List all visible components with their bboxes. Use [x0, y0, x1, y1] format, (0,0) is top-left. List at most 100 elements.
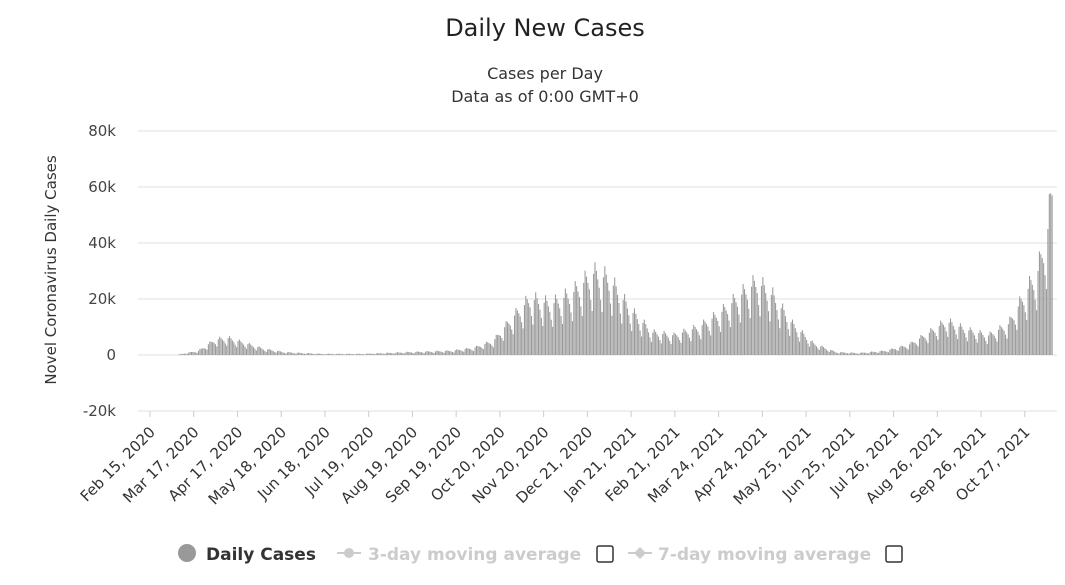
bar[interactable]	[845, 352, 847, 355]
bar[interactable]	[285, 353, 287, 356]
bar[interactable]	[1005, 334, 1007, 355]
bar[interactable]	[708, 330, 710, 355]
bar[interactable]	[300, 353, 303, 355]
bar[interactable]	[1017, 306, 1019, 355]
bar[interactable]	[979, 330, 981, 355]
bar[interactable]	[935, 336, 937, 355]
bar[interactable]	[655, 331, 657, 355]
bar[interactable]	[433, 352, 435, 355]
bar[interactable]	[779, 328, 781, 355]
bar[interactable]	[762, 277, 764, 355]
bar[interactable]	[711, 318, 713, 355]
bar[interactable]	[859, 352, 861, 355]
bar[interactable]	[604, 266, 606, 355]
bar[interactable]	[306, 353, 308, 355]
bar[interactable]	[343, 354, 345, 355]
bar[interactable]	[248, 342, 250, 355]
bar[interactable]	[1045, 289, 1048, 355]
bar[interactable]	[276, 351, 279, 355]
bar[interactable]	[377, 353, 379, 355]
bar[interactable]	[1010, 317, 1012, 355]
bar[interactable]	[1044, 275, 1046, 355]
bar[interactable]	[379, 353, 382, 355]
bar[interactable]	[395, 352, 397, 355]
bar[interactable]	[863, 352, 865, 355]
bar[interactable]	[887, 352, 889, 355]
bar[interactable]	[296, 352, 298, 355]
bar[interactable]	[848, 353, 850, 355]
bar[interactable]	[367, 353, 369, 355]
bar[interactable]	[427, 351, 430, 355]
bar[interactable]	[1026, 320, 1028, 355]
bar[interactable]	[594, 262, 596, 355]
bar[interactable]	[547, 306, 549, 355]
bar[interactable]	[309, 353, 311, 355]
bar[interactable]	[941, 322, 943, 355]
bar[interactable]	[284, 353, 286, 355]
bar[interactable]	[244, 346, 246, 355]
bar[interactable]	[1037, 271, 1039, 355]
bar[interactable]	[429, 351, 431, 355]
bar[interactable]	[752, 275, 754, 355]
bar[interactable]	[461, 351, 463, 355]
bar[interactable]	[957, 339, 959, 355]
bar[interactable]	[224, 343, 226, 355]
bar[interactable]	[223, 341, 225, 355]
bar[interactable]	[471, 350, 473, 355]
bar[interactable]	[241, 343, 243, 355]
bar[interactable]	[278, 350, 280, 355]
bar[interactable]	[354, 354, 356, 355]
bar[interactable]	[952, 325, 954, 355]
bar-series-daily-cases[interactable]	[178, 193, 1053, 356]
bar[interactable]	[926, 340, 928, 356]
bar[interactable]	[260, 347, 262, 355]
bar[interactable]	[226, 345, 228, 355]
bar[interactable]	[930, 328, 932, 355]
bar[interactable]	[308, 353, 310, 355]
bar[interactable]	[791, 319, 794, 355]
bar[interactable]	[231, 340, 233, 355]
bar[interactable]	[838, 353, 840, 355]
bar[interactable]	[832, 350, 834, 355]
bar[interactable]	[253, 347, 255, 355]
bar[interactable]	[701, 325, 703, 355]
bar[interactable]	[212, 342, 214, 355]
bar[interactable]	[933, 331, 935, 355]
bar[interactable]	[545, 295, 547, 355]
bar[interactable]	[339, 353, 341, 355]
bar[interactable]	[552, 326, 554, 355]
bar[interactable]	[824, 348, 826, 355]
bar[interactable]	[954, 329, 956, 356]
bar[interactable]	[602, 277, 604, 355]
bar[interactable]	[385, 353, 387, 355]
bar[interactable]	[236, 347, 238, 355]
bar[interactable]	[878, 353, 880, 355]
bar[interactable]	[420, 352, 422, 355]
bar[interactable]	[609, 303, 612, 355]
bar[interactable]	[928, 332, 930, 355]
bar[interactable]	[197, 350, 200, 355]
bar[interactable]	[205, 348, 207, 355]
bar[interactable]	[418, 351, 420, 355]
bar[interactable]	[645, 324, 647, 355]
bar[interactable]	[526, 299, 528, 355]
bar[interactable]	[529, 307, 531, 355]
bar[interactable]	[927, 343, 929, 355]
bar[interactable]	[739, 322, 741, 355]
bar[interactable]	[745, 294, 747, 355]
bar[interactable]	[698, 335, 700, 355]
bar[interactable]	[281, 351, 283, 355]
bar[interactable]	[478, 346, 480, 355]
bar[interactable]	[532, 324, 534, 355]
bar[interactable]	[480, 346, 482, 355]
bar[interactable]	[721, 311, 723, 355]
bar[interactable]	[261, 348, 263, 355]
bar[interactable]	[1034, 299, 1036, 355]
bar[interactable]	[291, 352, 293, 355]
bar[interactable]	[372, 353, 374, 355]
bar[interactable]	[988, 335, 990, 355]
bar[interactable]	[361, 354, 363, 355]
bar[interactable]	[835, 352, 837, 355]
bar[interactable]	[538, 303, 540, 355]
bar[interactable]	[976, 342, 978, 355]
